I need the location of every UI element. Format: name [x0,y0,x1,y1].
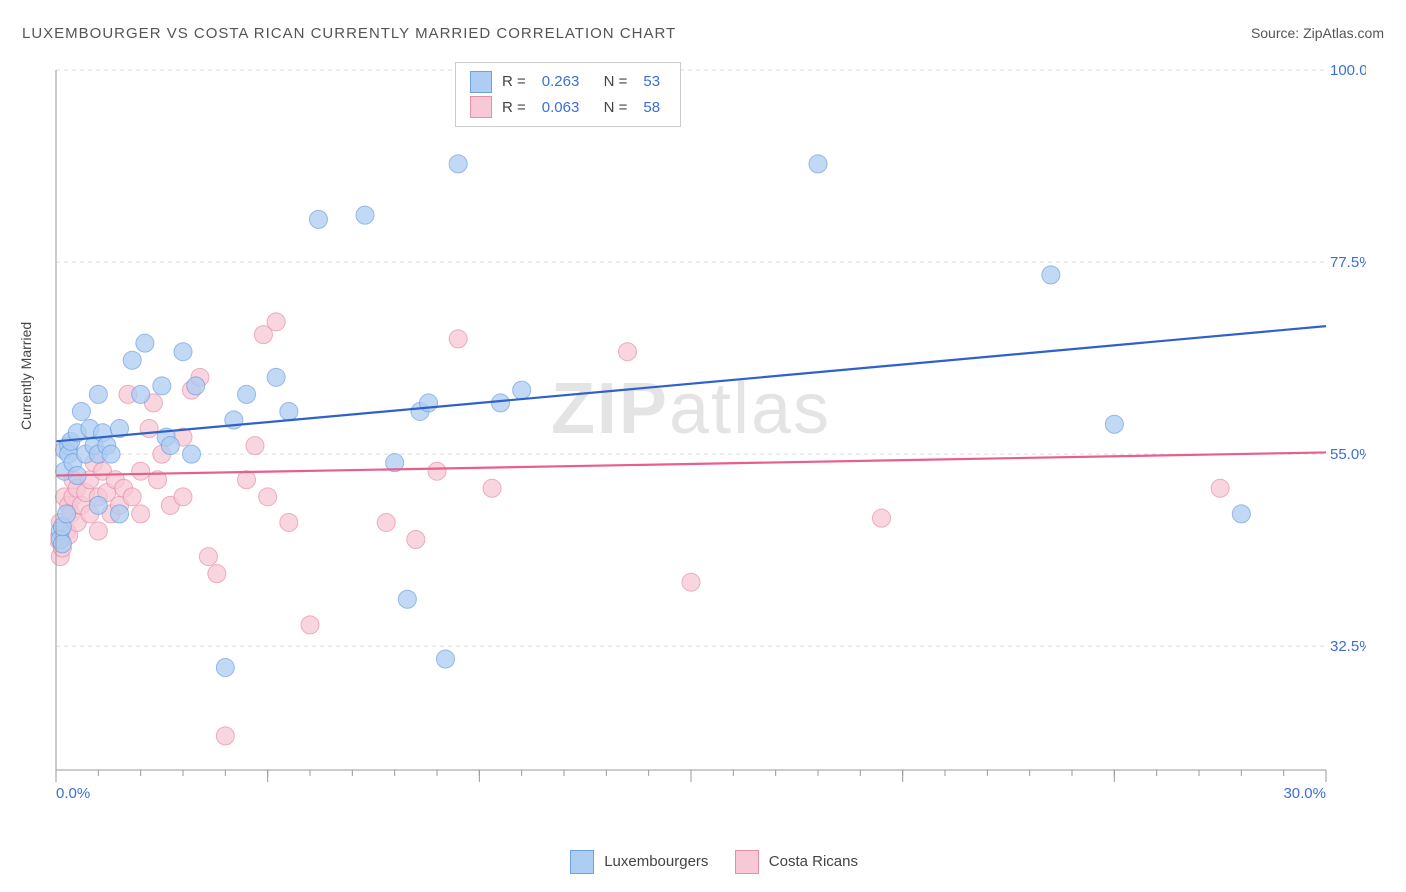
legend-swatch-pink [470,96,492,118]
legend-n-pink: 58 [643,95,660,121]
legend-swatch-blue [570,850,594,874]
svg-text:0.0%: 0.0% [56,785,90,802]
correlation-legend: R = 0.263 N = 53 R = 0.063 N = 58 [455,62,681,127]
legend-n-label: N = [595,69,627,95]
legend-r-label: R = [502,69,526,95]
svg-text:30.0%: 30.0% [1283,785,1326,802]
svg-text:ZIPatlas: ZIPatlas [551,369,831,449]
legend-swatch-blue [470,71,492,93]
svg-text:77.5%: 77.5% [1330,254,1366,271]
series-legend: Luxembourgers Costa Ricans [0,850,1406,874]
source-label: Source: ZipAtlas.com [1251,25,1384,41]
legend-r-label: R = [502,95,526,121]
legend-n-label: N = [595,95,627,121]
legend-n-blue: 53 [643,69,660,95]
scatter-chart: 32.5% 55.0% 77.5% 100.0% ZIPatlas 0.0% 30.0% [50,60,1366,810]
y-axis-label: Currently Married [18,322,34,430]
chart-title: LUXEMBOURGER VS COSTA RICAN CURRENTLY MA… [22,25,676,42]
legend-swatch-pink [735,850,759,874]
svg-text:100.0%: 100.0% [1330,62,1366,79]
legend-row-pink: R = 0.063 N = 58 [470,95,666,121]
legend-r-pink: 0.063 [542,95,580,121]
legend-label-pink: Costa Ricans [769,853,858,870]
svg-text:55.0%: 55.0% [1330,446,1366,463]
legend-row-blue: R = 0.263 N = 53 [470,69,666,95]
svg-text:32.5%: 32.5% [1330,638,1366,655]
legend-label-blue: Luxembourgers [604,853,708,870]
plot-area: 32.5% 55.0% 77.5% 100.0% ZIPatlas 0.0% 30.0% [50,60,1366,810]
legend-r-blue: 0.263 [542,69,580,95]
